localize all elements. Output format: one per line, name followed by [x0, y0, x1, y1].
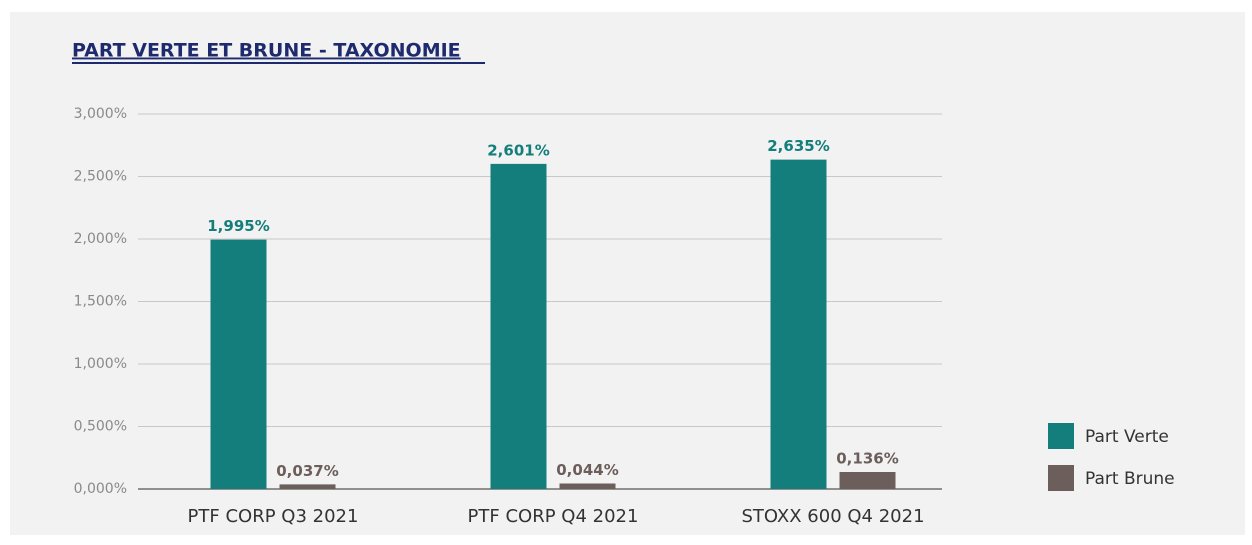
x-tick-label: PTF CORP Q3 2021 — [188, 506, 359, 527]
y-tick-label: 3,000% — [74, 106, 127, 122]
data-label: 0,136% — [836, 450, 898, 468]
data-label: 1,995% — [207, 217, 269, 235]
y-tick-label: 1,000% — [74, 356, 127, 372]
panel — [10, 12, 1245, 535]
data-label: 2,601% — [487, 141, 549, 159]
y-tick-label: 2,000% — [74, 231, 127, 247]
bar — [559, 483, 616, 489]
bar — [839, 472, 896, 489]
data-label: 0,037% — [276, 462, 338, 480]
legend-label: Part Brune — [1085, 469, 1175, 489]
chart-title: PART VERTE ET BRUNE - TAXONOMIE — [72, 40, 461, 62]
bar — [770, 159, 827, 489]
bar — [279, 484, 336, 489]
y-tick-label: 0,500% — [74, 419, 127, 435]
x-tick-label: PTF CORP Q4 2021 — [468, 506, 639, 527]
y-tick-label: 0,000% — [74, 481, 127, 497]
y-tick-label: 2,500% — [74, 169, 127, 185]
bar — [490, 163, 547, 489]
y-tick-label: 1,500% — [74, 294, 127, 310]
data-label: 0,044% — [556, 461, 618, 479]
x-tick-label: STOXX 600 Q4 2021 — [741, 506, 924, 527]
legend-swatch — [1048, 423, 1074, 449]
legend-swatch — [1048, 465, 1074, 491]
bar — [210, 239, 267, 489]
data-label: 2,635% — [767, 137, 829, 155]
legend-label: Part Verte — [1085, 427, 1169, 447]
